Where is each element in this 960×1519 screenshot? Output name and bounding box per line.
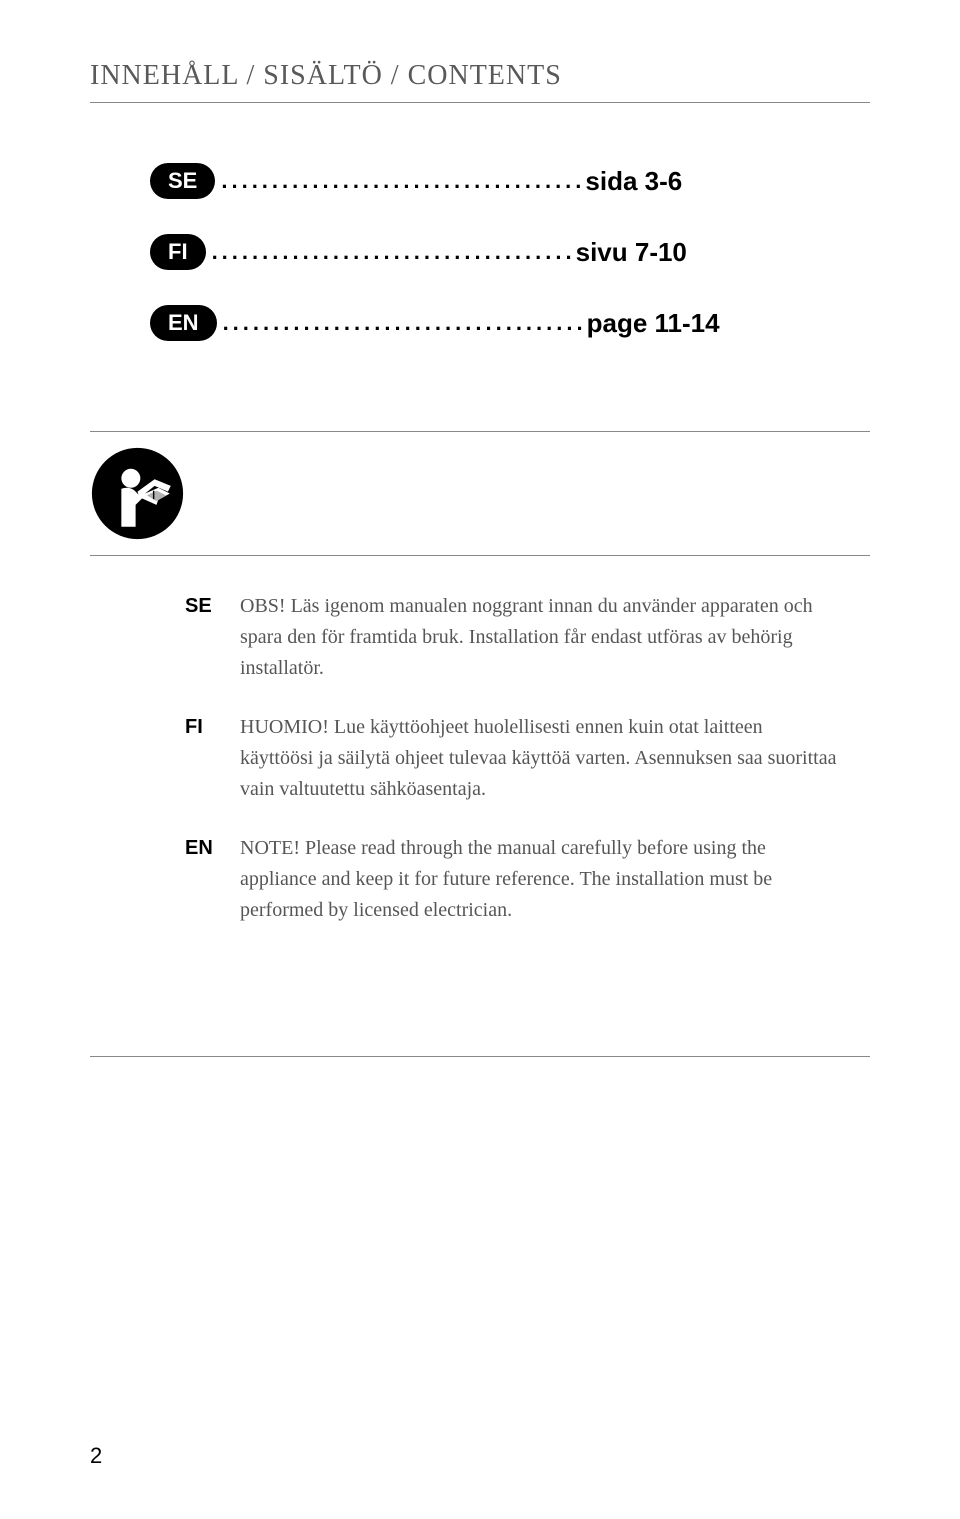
note-lang-en: EN bbox=[185, 833, 240, 926]
toc-dots: .................................... bbox=[223, 310, 587, 336]
notes-section: SE OBS! Läs igenom manualen noggrant inn… bbox=[90, 591, 870, 926]
note-lang-se: SE bbox=[185, 591, 240, 684]
toc-row-fi: FI .................................... … bbox=[150, 234, 870, 270]
toc-dots: .................................... bbox=[212, 239, 576, 265]
note-text-fi: HUOMIO! Lue käyttöohjeet huolellisesti e… bbox=[240, 712, 840, 805]
note-lang-fi: FI bbox=[185, 712, 240, 805]
note-se: SE OBS! Läs igenom manualen noggrant inn… bbox=[185, 591, 840, 684]
toc-row-en: EN .................................... … bbox=[150, 305, 870, 341]
table-of-contents: SE .................................... … bbox=[90, 163, 870, 341]
toc-label-fi: sivu 7-10 bbox=[576, 237, 687, 268]
footer-divider bbox=[90, 1056, 870, 1057]
section-divider-top bbox=[90, 431, 870, 432]
page-title: INNEHÅLL / SISÄLTÖ / CONTENTS bbox=[90, 60, 870, 92]
lang-pill-se: SE bbox=[150, 163, 215, 199]
lang-pill-fi: FI bbox=[150, 234, 206, 270]
note-fi: FI HUOMIO! Lue käyttöohjeet huolellisest… bbox=[185, 712, 840, 805]
lang-pill-en: EN bbox=[150, 305, 217, 341]
header-divider bbox=[90, 102, 870, 103]
toc-dots: .................................... bbox=[221, 168, 585, 194]
section-divider-bottom bbox=[90, 555, 870, 556]
note-text-se: OBS! Läs igenom manualen noggrant innan … bbox=[240, 591, 840, 684]
read-manual-icon bbox=[90, 446, 185, 541]
note-en: EN NOTE! Please read through the manual … bbox=[185, 833, 840, 926]
toc-label-se: sida 3-6 bbox=[585, 166, 682, 197]
page-number: 2 bbox=[90, 1443, 102, 1469]
icon-row bbox=[90, 440, 870, 547]
note-text-en: NOTE! Please read through the manual car… bbox=[240, 833, 840, 926]
toc-label-en: page 11-14 bbox=[587, 308, 720, 339]
toc-row-se: SE .................................... … bbox=[150, 163, 870, 199]
